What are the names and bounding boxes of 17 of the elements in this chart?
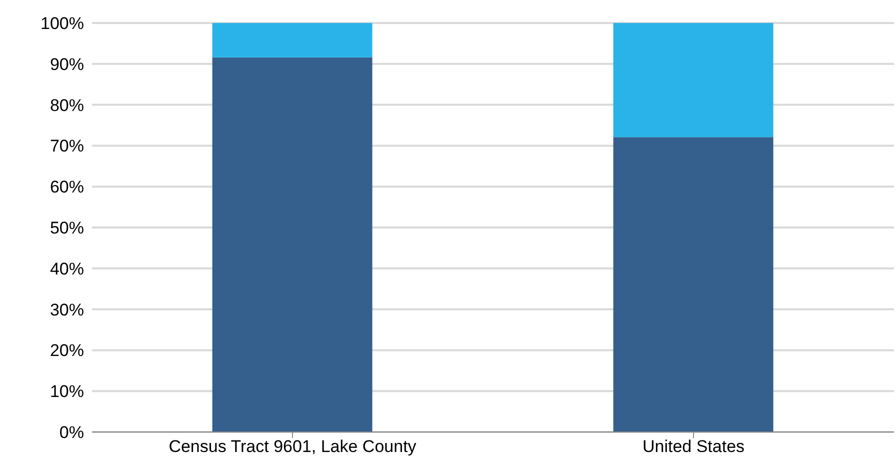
y-tick-label: 70%	[50, 136, 84, 156]
y-tick-label: 80%	[50, 96, 84, 115]
y-tick-label: 100%	[40, 14, 84, 34]
x-tick-label: United States	[642, 437, 745, 456]
bar	[212, 57, 372, 432]
y-tick-label: 50%	[50, 218, 84, 238]
y-tick-label: 20%	[50, 341, 84, 360]
bar	[212, 23, 372, 58]
y-tick-label: 30%	[50, 300, 84, 320]
y-tick-label: 60%	[50, 178, 84, 197]
y-tick-label: 90%	[50, 54, 84, 74]
bar	[613, 23, 774, 138]
y-tick-label: 40%	[50, 259, 84, 278]
bar	[613, 137, 774, 432]
y-tick-label: 0%	[59, 423, 84, 442]
x-tick-label: Census Tract 9601, Lake County	[168, 437, 417, 456]
y-tick-label: 10%	[50, 382, 84, 402]
